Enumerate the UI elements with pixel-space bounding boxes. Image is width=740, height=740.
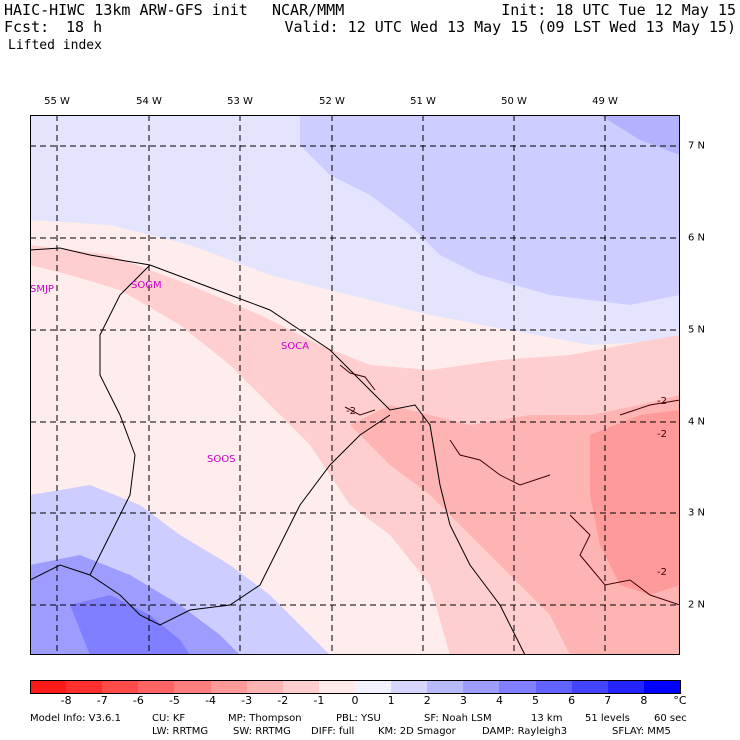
shade-deep-pink (590, 410, 680, 595)
colorbar-swatch (174, 680, 212, 694)
footer-sflay: SFLAY: MM5 (612, 726, 671, 737)
contour-label: -2 (657, 567, 667, 578)
colorbar-swatch (535, 680, 573, 694)
init-time: Init: 18 UTC Tue 12 May 15 (501, 1, 736, 19)
colorbar-swatch (355, 680, 392, 694)
footer-resolution: 13 km (531, 713, 563, 724)
station-smjp: SMJP (30, 284, 54, 295)
colorbar-swatch (643, 680, 682, 694)
footer-damp: DAMP: Rayleigh3 (482, 726, 568, 737)
footer-model-info: Model Info: V3.6.1 (30, 713, 121, 724)
contour-label: -2 (657, 429, 667, 440)
shade-north-blue (300, 115, 680, 305)
station-soos: SOOS (207, 454, 235, 465)
colorbar-swatch (463, 680, 500, 694)
contour-label: -2 (657, 396, 667, 407)
colorbar-tick-label: 4 (495, 694, 503, 707)
lat-label-6n: 6 N (688, 232, 706, 244)
colorbar-swatch (246, 680, 284, 694)
footer-sf: SF: Noah LSM (424, 713, 492, 724)
org-label: NCAR/MMM (272, 1, 345, 19)
contour-label: -2 (346, 406, 356, 417)
colorbar-swatch (391, 680, 428, 694)
lat-lon-grid (30, 115, 680, 655)
border-guyana-suriname (30, 414, 391, 626)
colorbar-swatch (607, 680, 645, 694)
forecast-value: 18 h (66, 18, 103, 36)
colorbar-tick-label: 1 (387, 694, 395, 707)
lon-label-54w: 54 W (136, 96, 162, 107)
model-title: HAIC-HIWC 13km ARW-GFS init (4, 1, 248, 19)
colorbar-swatch (30, 680, 68, 694)
coastline (30, 247, 526, 655)
footer-diff: DIFF: full (311, 726, 355, 737)
footer-cu: CU: KF (152, 713, 186, 724)
field-name: Lifted index (8, 38, 102, 53)
station-soca: SOCA (281, 341, 309, 352)
shade-southwest-deeper-blue (70, 595, 190, 655)
lon-label-49w: 49 W (592, 96, 618, 107)
colorbar-swatch (210, 680, 248, 694)
colorbar-tick-label: -3 (241, 694, 253, 707)
border-suriname-west (89, 264, 151, 576)
colorbar-swatch (427, 680, 464, 694)
footer-timestep: 60 sec (654, 713, 687, 724)
colorbar-swatch (66, 680, 103, 694)
lon-label-50w: 50 W (501, 96, 527, 107)
footer-sw: SW: RRTMG (233, 726, 291, 737)
colorbar-swatch (102, 680, 139, 694)
footer-mp: MP: Thompson (228, 713, 302, 724)
lat-label-4n: 4 N (688, 416, 706, 428)
lat-label-5n: 5 N (688, 324, 706, 336)
colorbar-unit: °C (673, 694, 687, 707)
colorbar-tick-label: 0 (351, 694, 359, 707)
colorbar-tick-label: 6 (568, 694, 576, 707)
colorbar-tick-label: 5 (532, 694, 540, 707)
footer-levels: 51 levels (585, 713, 630, 724)
lifted-index-map: SMJP SOGM SOCA SOOS -2 -2 -2 -2 (30, 115, 680, 655)
lat-label-7n: 7 N (688, 140, 706, 152)
colorbar-tick-label: 2 (423, 694, 431, 707)
colorbar-tick-label: -7 (96, 694, 108, 707)
contour-minus-2-coast (339, 364, 376, 416)
colorbar-tick-label: -8 (60, 694, 72, 707)
footer-lw: LW: RRTMG (152, 726, 209, 737)
colorbar-swatch (571, 680, 609, 694)
station-sogm: SOGM (131, 280, 162, 291)
lat-label-3n: 3 N (688, 507, 706, 519)
colorbar-tick-label: -6 (132, 694, 144, 707)
colorbar-swatch (138, 680, 175, 694)
colorbar-tick-label: -4 (205, 694, 217, 707)
shade-north-deep-blue (600, 115, 680, 155)
lon-label-51w: 51 W (410, 96, 436, 107)
colorbar-tick-label: 8 (640, 694, 648, 707)
lon-label-55w: 55 W (44, 96, 70, 107)
colorbar-tick-label: -1 (313, 694, 325, 707)
lon-label-52w: 52 W (319, 96, 345, 107)
footer-pbl: PBL: YSU (336, 713, 381, 724)
colorbar-swatch (282, 680, 320, 694)
colorbar-swatch (318, 680, 356, 694)
colorbar-tick-label: 7 (604, 694, 612, 707)
colorbar-tick-label: -2 (277, 694, 289, 707)
colorbar-tick-label: -5 (168, 694, 180, 707)
forecast-label: Fcst: (4, 18, 50, 36)
colorbar-tick-label: 3 (459, 694, 467, 707)
colorbar-swatch (499, 680, 537, 694)
lat-label-2n: 2 N (688, 599, 706, 611)
map-frame (30, 115, 680, 655)
valid-time: Valid: 12 UTC Wed 13 May 15 (09 LST Wed … (284, 18, 736, 36)
footer-km: KM: 2D Smagor (378, 726, 456, 737)
lon-label-53w: 53 W (227, 96, 253, 107)
